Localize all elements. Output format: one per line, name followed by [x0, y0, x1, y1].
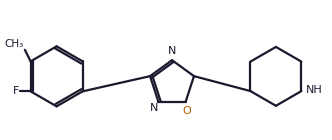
Text: O: O	[182, 106, 191, 116]
Text: N: N	[168, 46, 176, 56]
Text: F: F	[13, 86, 19, 96]
Text: N: N	[150, 103, 158, 113]
Text: NH: NH	[306, 86, 323, 95]
Text: CH₃: CH₃	[4, 39, 24, 49]
